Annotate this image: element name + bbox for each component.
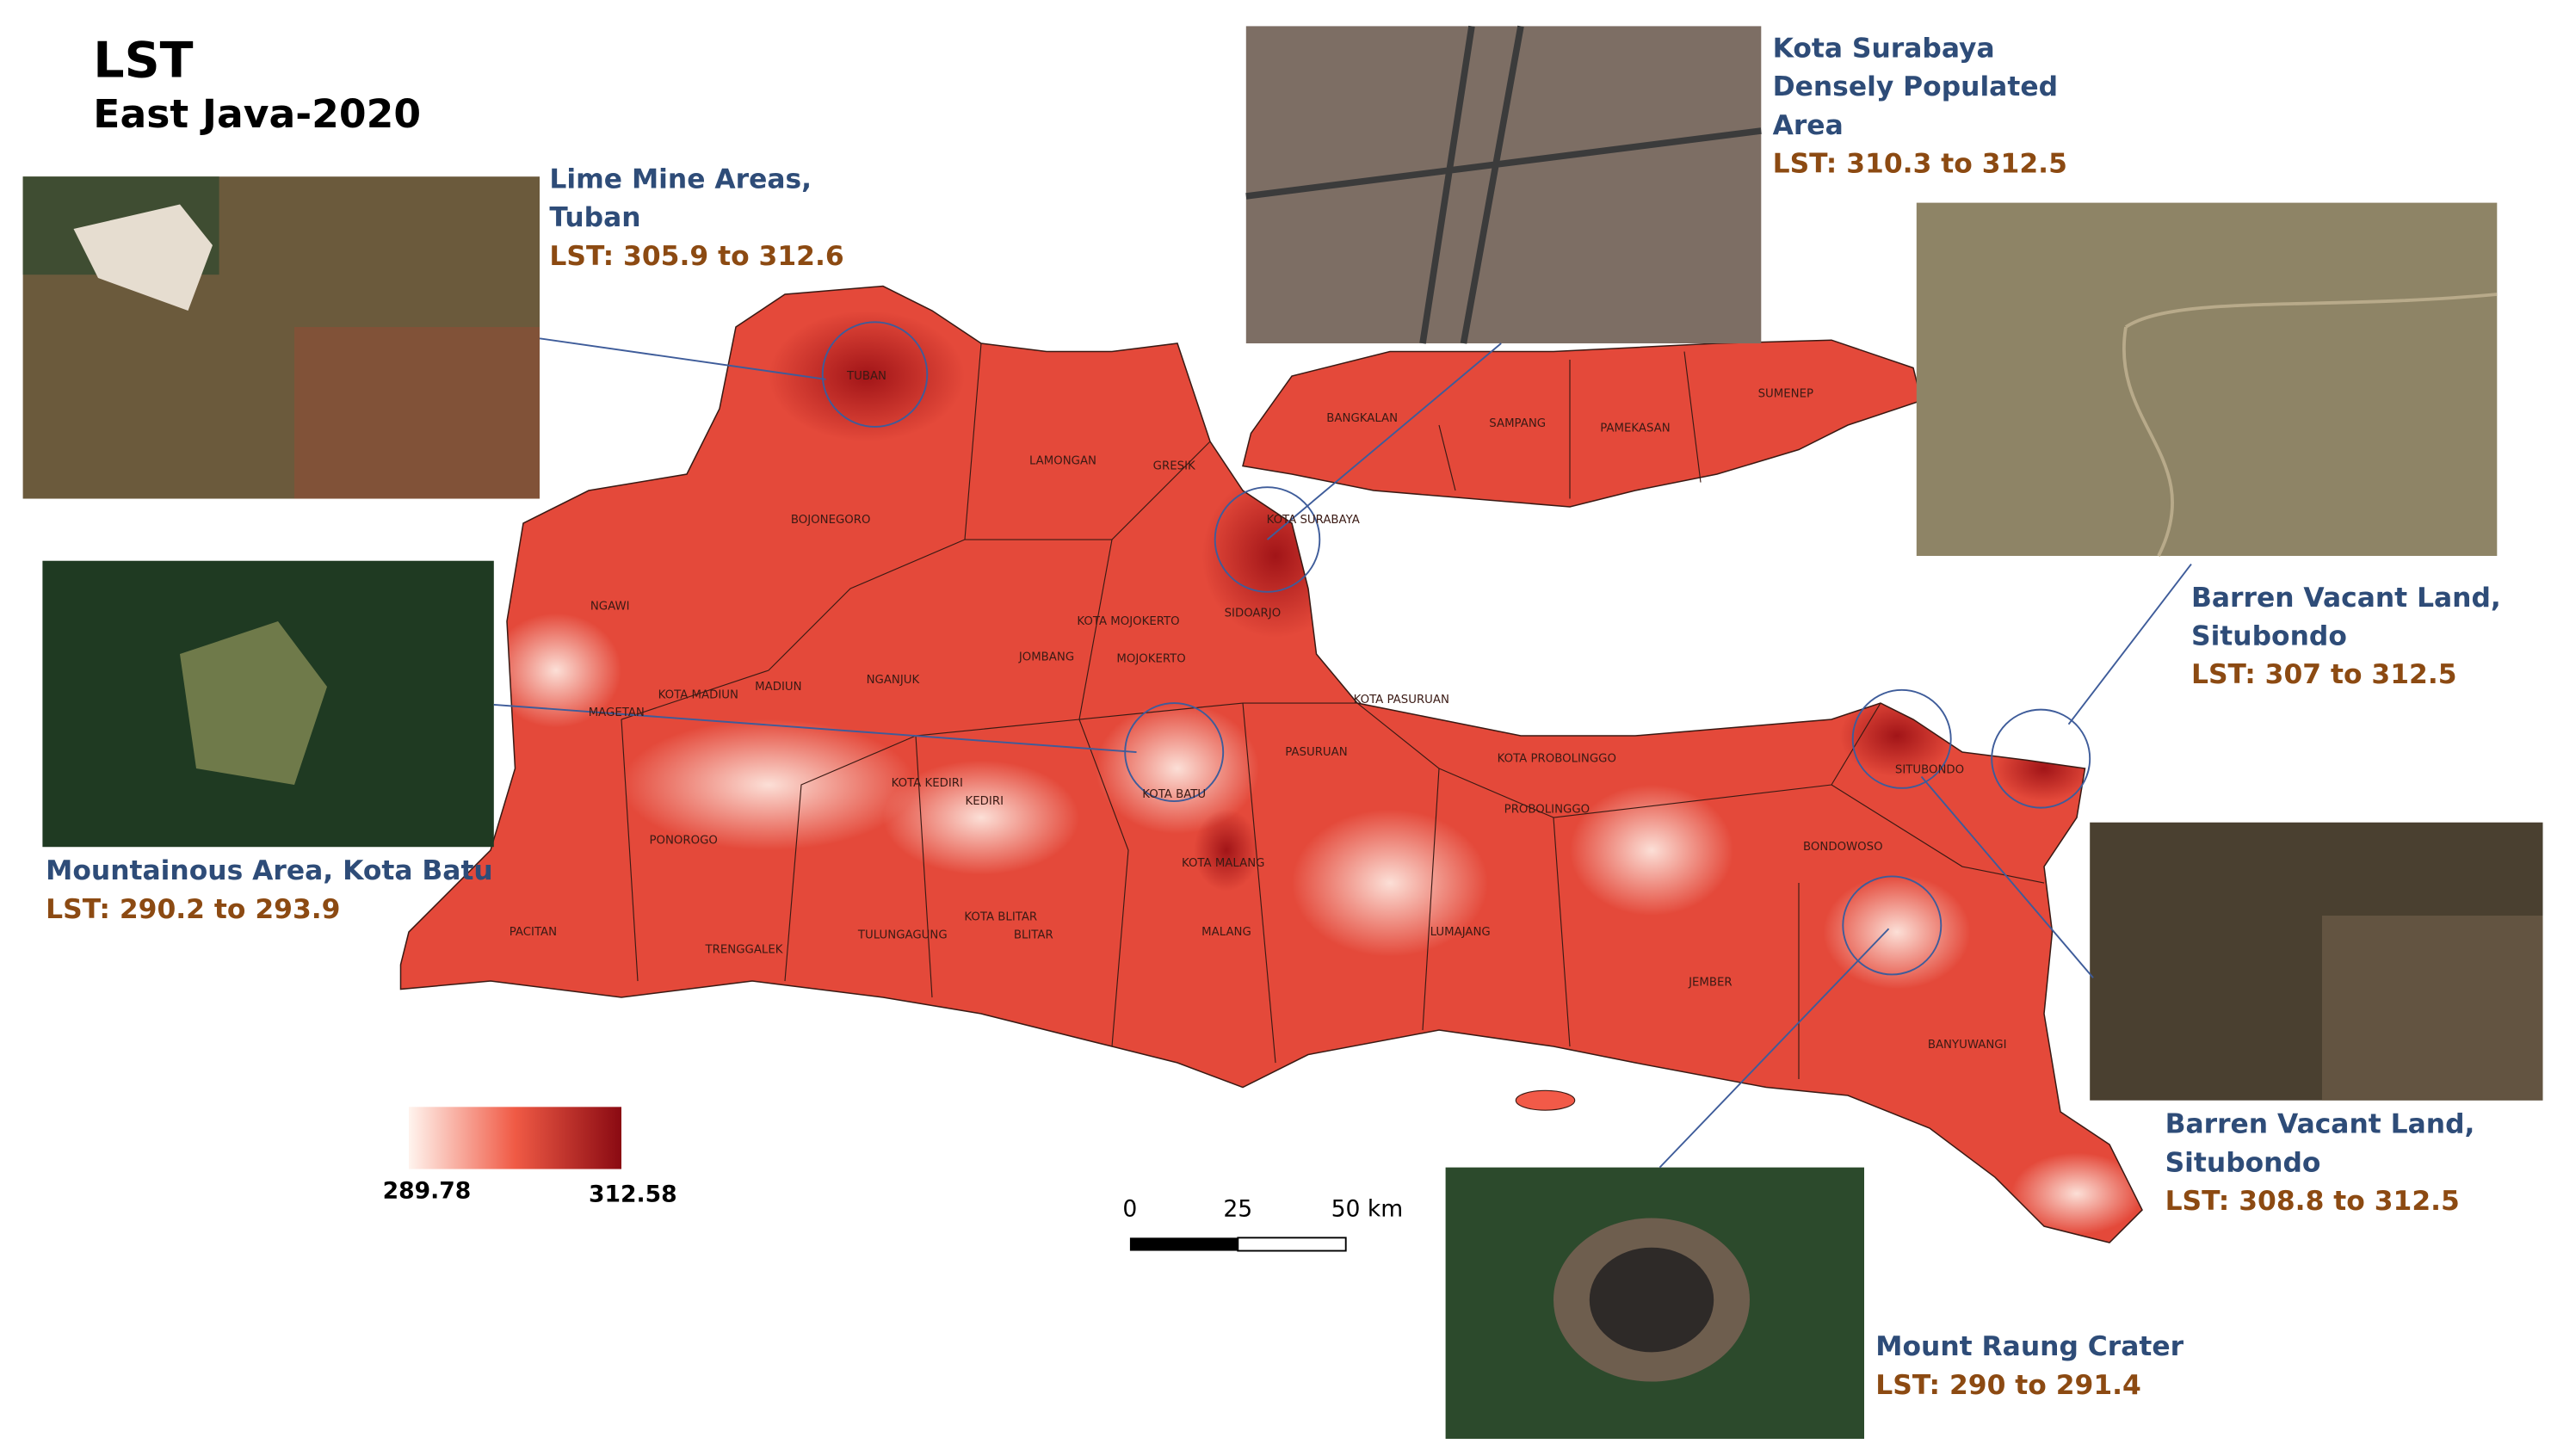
image-texture xyxy=(180,621,327,786)
callout-name: Barren Vacant Land, xyxy=(2191,583,2501,614)
region-label: BANGKALAN xyxy=(1326,412,1398,425)
region-label: TUBAN xyxy=(846,370,886,383)
scale-label: 0 xyxy=(1122,1196,1137,1223)
focus-circle xyxy=(821,321,929,428)
callout-lst: LST: 307 to 312.5 xyxy=(2191,659,2457,690)
region-label: JEMBER xyxy=(1688,977,1733,990)
region-label: MALANG xyxy=(1201,926,1251,939)
region-label: KOTA KEDIRI xyxy=(892,777,963,790)
focus-circle xyxy=(1214,486,1321,593)
callout-name: Barren Vacant Land, xyxy=(2165,1109,2475,1140)
region-label: KOTA SURABAYA xyxy=(1267,514,1360,527)
coastline xyxy=(399,285,2143,1243)
region-label: KOTA PASURUAN xyxy=(1354,694,1449,706)
region-label: GRESIK xyxy=(1153,460,1195,472)
callout-markers xyxy=(493,321,2192,1169)
satellite-images xyxy=(22,25,2543,1440)
region-label: SAMPANG xyxy=(1489,417,1546,430)
callout-name: Situbondo xyxy=(2191,621,2347,652)
callout-name: Densely Populated xyxy=(1773,71,2058,102)
legend-min: 289.78 xyxy=(383,1178,472,1205)
region-label: BOJONEGORO xyxy=(791,514,871,527)
focus-circle xyxy=(1842,875,1943,976)
island xyxy=(1515,1089,1576,1111)
callout-lst: LST: 308.8 to 312.5 xyxy=(2165,1186,2460,1217)
region-label: SUMENEP xyxy=(1758,388,1813,401)
scale-bar xyxy=(1237,1237,1347,1252)
region-label: KOTA MALANG xyxy=(1182,857,1264,870)
satellite-image xyxy=(1916,202,2498,557)
callout-lst: LST: 305.9 to 312.6 xyxy=(549,241,843,272)
callout-name: Kota Surabaya xyxy=(1773,34,1995,65)
image-texture xyxy=(2322,916,2543,1101)
region-label: TRENGGALEK xyxy=(705,944,783,957)
callout-name: Area xyxy=(1773,110,1844,141)
region-label: JOMBANG xyxy=(1018,651,1074,664)
callout-lst: LST: 290 to 291.4 xyxy=(1875,1370,2141,1401)
region-label: KOTA BLITAR xyxy=(964,911,1037,924)
image-texture xyxy=(1589,1247,1714,1353)
image-texture xyxy=(2122,293,2498,557)
region-label: MADIUN xyxy=(755,681,801,694)
region-label: KOTA MADIUN xyxy=(658,688,738,701)
image-texture xyxy=(1245,25,1762,344)
region-label: LAMONGAN xyxy=(1029,455,1096,468)
callout-name: Situbondo xyxy=(2165,1147,2321,1178)
scale-bar xyxy=(1129,1237,1238,1251)
region-label: MAGETAN xyxy=(589,706,645,719)
region-label: MOJOKERTO xyxy=(1116,653,1185,666)
callout-lst: LST: 290.2 to 293.9 xyxy=(46,894,340,925)
region-label: PROBOLINGGO xyxy=(1504,803,1590,816)
region-label: BANYUWANGI xyxy=(1928,1039,2007,1052)
region-label: TULUNGAGUNG xyxy=(857,929,948,942)
region-label: KOTA MOJOKERTO xyxy=(1077,615,1179,628)
callout-name: Lime Mine Areas, xyxy=(549,164,812,195)
region-label: SITUBONDO xyxy=(1895,764,1964,777)
callout-name: Mountainous Area, Kota Batu xyxy=(46,855,493,886)
region-label: KOTA PROBOLINGGO xyxy=(1498,752,1616,765)
image-texture xyxy=(73,204,213,312)
region-label: NGAWI xyxy=(590,601,630,614)
title: LST xyxy=(93,32,193,89)
legend-max: 312.58 xyxy=(589,1181,677,1208)
region-label: SIDOARJO xyxy=(1225,607,1282,620)
region-label: PASURUAN xyxy=(1285,746,1347,759)
region-label: PONOROGO xyxy=(650,834,718,847)
callout-name: Tuban xyxy=(549,202,640,233)
leader-lines xyxy=(493,337,2192,1169)
image-texture xyxy=(294,327,540,499)
region-label: PAMEKASAN xyxy=(1600,423,1670,435)
district-boundaries xyxy=(621,342,2045,1080)
region-label: LUMAJANG xyxy=(1430,926,1491,939)
region-label: BLITAR xyxy=(1014,929,1053,942)
region-label: KOTA BATU xyxy=(1142,788,1206,801)
legend-gradient xyxy=(409,1107,621,1169)
focus-circle xyxy=(1991,708,2091,809)
scale-label: 50 km xyxy=(1331,1196,1404,1223)
region-label: BONDOWOSO xyxy=(1803,841,1883,854)
region-label: KEDIRI xyxy=(966,795,1004,808)
focus-circle xyxy=(1124,702,1225,802)
scale-label: 25 xyxy=(1223,1196,1252,1223)
subtitle: East Java-2020 xyxy=(93,91,421,137)
callout-name: Mount Raung Crater xyxy=(1875,1331,2183,1362)
focus-circle xyxy=(1851,688,1952,789)
region-label: NGANJUK xyxy=(867,674,920,687)
region-label: PACITAN xyxy=(510,926,557,939)
callout-lst: LST: 310.3 to 312.5 xyxy=(1773,148,2067,179)
